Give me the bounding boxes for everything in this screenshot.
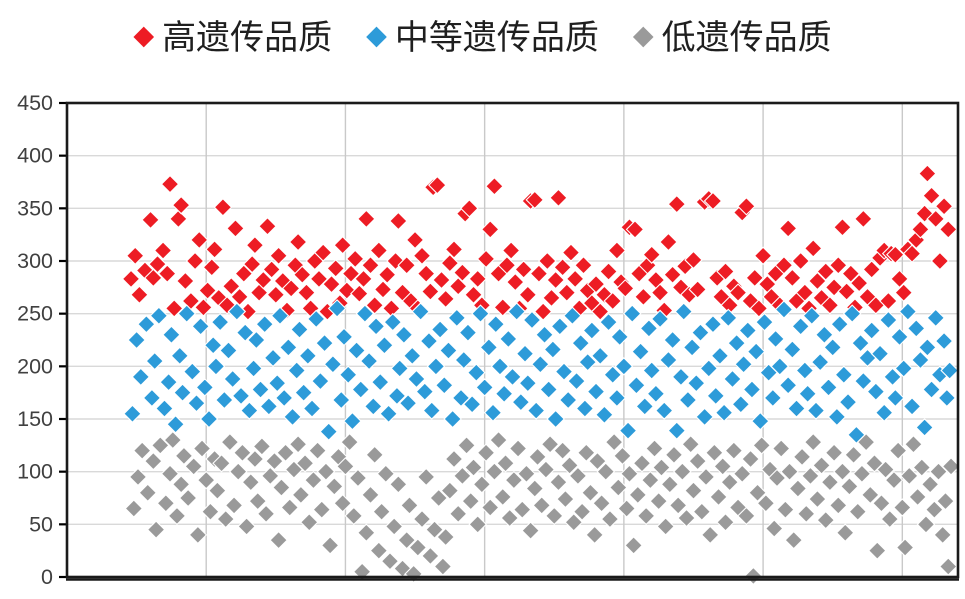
svg-text:400: 400 [17,144,53,168]
svg-text:250: 250 [17,302,53,326]
legend-item: ◆ 高遗传品质 [133,10,332,59]
legend: ◆ 高遗传品质 ◆ 中等遗传品质 ◆ 低遗传品质 [0,10,965,59]
svg-text:100: 100 [17,460,53,484]
svg-text:300: 300 [17,249,53,273]
legend-diamond-icon: ◆ [632,20,654,50]
legend-diamond-icon: ◆ [133,20,155,50]
svg-text:0: 0 [41,565,53,589]
svg-text:350: 350 [17,196,53,220]
legend-label: 中等遗传品质 [394,20,599,57]
svg-text:450: 450 [17,91,53,115]
legend-label: 高遗传品质 [162,20,333,57]
svg-text:150: 150 [17,407,53,431]
legend-item: ◆ 中等遗传品质 [366,10,599,59]
legend-label: 低遗传品质 [661,20,832,57]
legend-item: ◆ 低遗传品质 [633,10,832,59]
svg-text:50: 50 [29,512,53,536]
legend-diamond-icon: ◆ [366,20,387,50]
svg-text:200: 200 [17,354,53,378]
